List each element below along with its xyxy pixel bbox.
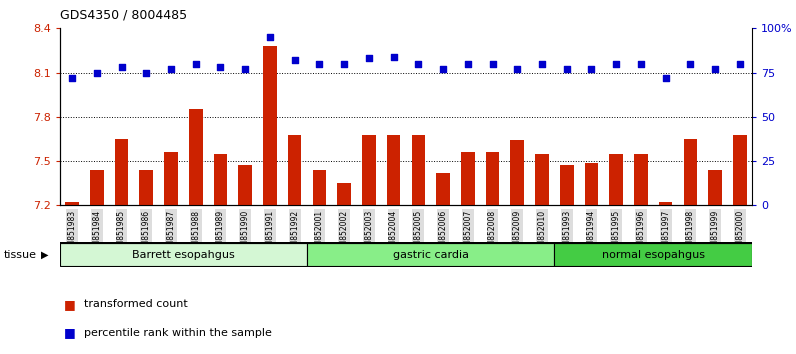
Bar <box>387 135 400 205</box>
Bar <box>659 202 673 205</box>
Text: normal esopahgus: normal esopahgus <box>602 250 704 259</box>
Point <box>708 66 721 72</box>
Bar <box>684 139 697 205</box>
Bar <box>263 46 277 205</box>
Bar <box>189 109 202 205</box>
Bar <box>164 152 178 205</box>
Point <box>91 70 103 75</box>
Point <box>66 75 79 81</box>
Point <box>412 61 425 67</box>
Bar <box>486 152 499 205</box>
Text: ▶: ▶ <box>41 250 49 259</box>
Point <box>140 70 153 75</box>
Bar <box>510 141 524 205</box>
Point <box>263 34 276 40</box>
Point <box>214 64 227 70</box>
Bar <box>307 243 554 266</box>
Point <box>313 61 326 67</box>
Text: transformed count: transformed count <box>84 299 187 309</box>
Point <box>560 66 573 72</box>
Point <box>362 56 375 61</box>
Text: ■: ■ <box>64 298 76 311</box>
Bar <box>436 173 450 205</box>
Bar <box>535 154 548 205</box>
Bar <box>560 166 574 205</box>
Point <box>462 61 474 67</box>
Bar <box>461 152 474 205</box>
Bar <box>65 202 79 205</box>
Point <box>189 61 202 67</box>
Point <box>338 61 350 67</box>
Point <box>437 66 450 72</box>
Point <box>659 75 672 81</box>
Bar <box>412 135 425 205</box>
Point <box>684 61 696 67</box>
Text: percentile rank within the sample: percentile rank within the sample <box>84 328 271 338</box>
Bar <box>708 170 722 205</box>
Point <box>733 61 746 67</box>
Bar <box>634 154 648 205</box>
Point <box>634 61 647 67</box>
Point <box>239 66 252 72</box>
Bar <box>733 135 747 205</box>
Bar <box>554 243 752 266</box>
Bar <box>313 170 326 205</box>
Bar <box>115 139 128 205</box>
Point <box>610 61 622 67</box>
Text: Barrett esopahgus: Barrett esopahgus <box>132 250 235 259</box>
Text: GDS4350 / 8004485: GDS4350 / 8004485 <box>60 9 187 22</box>
Bar <box>213 154 228 205</box>
Point <box>486 61 499 67</box>
Bar <box>90 170 103 205</box>
Point <box>585 66 598 72</box>
Text: ■: ■ <box>64 326 76 339</box>
Bar <box>139 170 153 205</box>
Bar <box>584 162 599 205</box>
Point <box>165 66 178 72</box>
Bar <box>362 135 376 205</box>
Point <box>536 61 548 67</box>
Bar <box>288 135 302 205</box>
Bar <box>60 243 307 266</box>
Point <box>387 54 400 59</box>
Text: tissue: tissue <box>4 250 37 259</box>
Point <box>511 66 524 72</box>
Point <box>288 57 301 63</box>
Bar <box>338 183 351 205</box>
Bar <box>238 166 252 205</box>
Text: gastric cardia: gastric cardia <box>392 250 469 259</box>
Bar <box>610 154 623 205</box>
Point <box>115 64 128 70</box>
